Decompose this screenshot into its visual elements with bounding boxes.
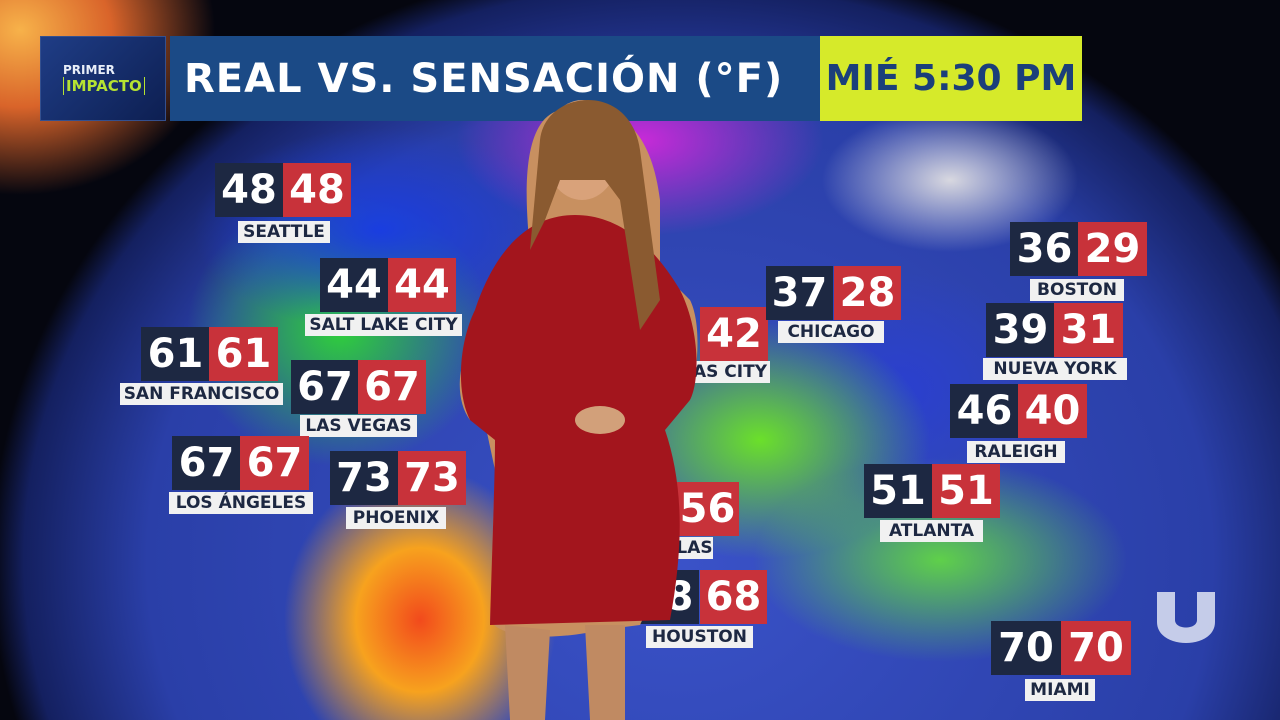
real-temp: 48 [215, 163, 283, 217]
real-temp: 61 [141, 327, 210, 381]
feels-like-temp: 44 [388, 258, 456, 312]
feels-like-temp: 28 [834, 266, 901, 320]
feels-like-temp: 29 [1078, 222, 1147, 276]
city-label: LAS [676, 537, 713, 559]
page-title: REAL VS. SENSACIÓN (°F) [170, 36, 820, 121]
feels-like-temp: 67 [240, 436, 309, 490]
feels-like-temp: 56 [676, 482, 739, 536]
real-temp: 70 [991, 621, 1061, 675]
city-label: LAS VEGAS [300, 415, 417, 437]
logo-text: PRIMER [63, 62, 115, 77]
primer-impacto-logo: PRIMER IMPACTO [40, 36, 166, 121]
city-label: MIAMI [1025, 679, 1095, 701]
city-label: SEATTLE [238, 221, 330, 243]
city-label: ATLANTA [880, 520, 983, 542]
feels-like-temp: 70 [1061, 621, 1131, 675]
feels-like-temp: 51 [932, 464, 1000, 518]
real-temp: 67 [291, 360, 359, 414]
feels-like-temp: 67 [358, 360, 426, 414]
real-temp: 51 [864, 464, 932, 518]
city-label: SALT LAKE CITY [305, 314, 462, 336]
time-badge: MIÉ 5:30 PM [820, 36, 1082, 121]
feels-like-temp: 73 [398, 451, 466, 505]
city-label: AS CITY [690, 361, 770, 383]
feels-like-temp: 48 [283, 163, 351, 217]
real-temp: 37 [766, 266, 833, 320]
real-temp: 44 [320, 258, 388, 312]
city-label: SAN FRANCISCO [120, 383, 283, 405]
real-temp: 68 [632, 570, 699, 624]
feels-like-temp: 42 [700, 307, 768, 361]
city-label: LOS ÁNGELES [169, 492, 313, 514]
city-label: NUEVA YORK [983, 358, 1127, 380]
feels-like-temp: 68 [700, 570, 767, 624]
univision-logo [1157, 592, 1215, 643]
feels-like-temp: 61 [209, 327, 278, 381]
feels-like-temp: 40 [1018, 384, 1087, 438]
city-label: CHICAGO [778, 321, 884, 343]
feels-like-temp: 31 [1054, 303, 1123, 357]
city-label: PHOENIX [346, 507, 446, 529]
real-temp: 67 [172, 436, 241, 490]
real-temp: 46 [950, 384, 1019, 438]
logo-text: IMPACTO [63, 76, 145, 95]
real-temp: 36 [1010, 222, 1079, 276]
real-temp: 39 [986, 303, 1055, 357]
city-label: BOSTON [1030, 279, 1124, 301]
city-label: HOUSTON [646, 626, 753, 648]
city-label: RALEIGH [967, 441, 1065, 463]
real-temp: 73 [330, 451, 398, 505]
